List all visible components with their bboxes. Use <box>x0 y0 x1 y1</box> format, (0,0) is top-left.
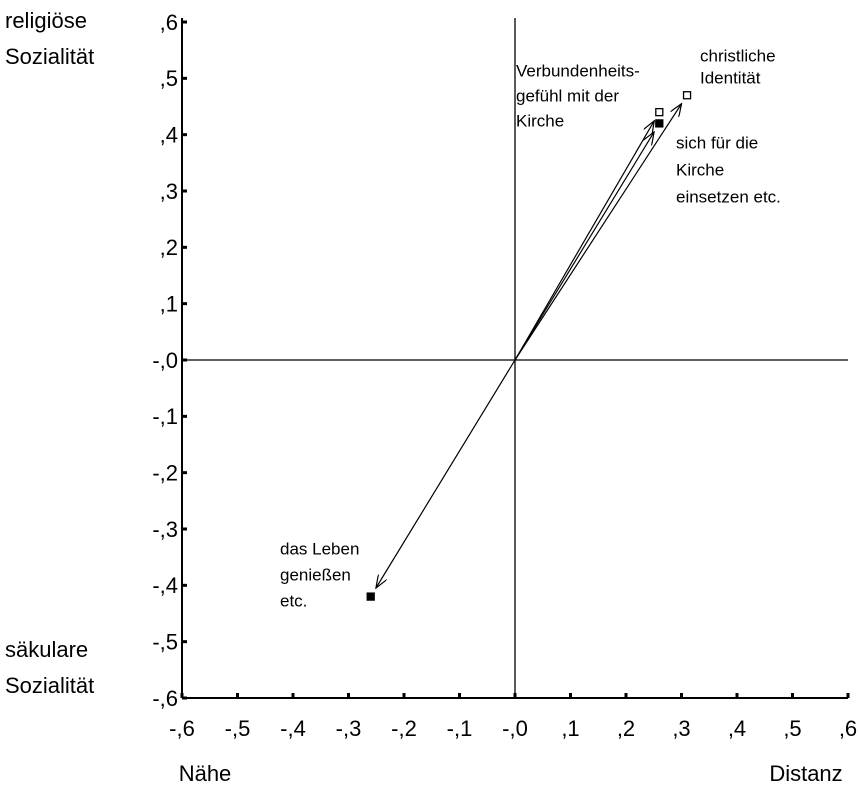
x-tick-label: -,5 <box>225 716 251 741</box>
point-marker <box>655 107 664 117</box>
point-label: genießen <box>280 565 351 584</box>
y-tick-label: ,6 <box>160 10 178 35</box>
y-axis-label-top: Sozialität <box>5 44 94 69</box>
vector-arrow <box>514 121 654 361</box>
y-tick-label: ,1 <box>160 291 178 316</box>
x-tick-label: ,3 <box>672 716 690 741</box>
point-marker <box>655 119 664 128</box>
y-tick-label: -,4 <box>152 573 178 598</box>
x-tick-label: ,4 <box>728 716 746 741</box>
point-label: Verbundenheits- <box>516 61 640 80</box>
y-tick-label: -,0 <box>152 348 178 373</box>
y-tick-label: ,5 <box>160 66 178 91</box>
y-tick-label: ,2 <box>160 235 178 260</box>
x-tick-label: ,2 <box>617 716 635 741</box>
x-tick-label: -,4 <box>280 716 306 741</box>
y-tick-label: ,4 <box>160 122 178 147</box>
y-axis-label-bottom: säkulare <box>5 637 88 662</box>
point-marker <box>366 592 375 601</box>
point-marker <box>682 91 692 100</box>
y-tick-label: -,3 <box>152 517 178 542</box>
point-label: einsetzen etc. <box>676 187 781 206</box>
vector-arrow <box>376 359 516 588</box>
vector-arrow <box>514 132 654 361</box>
x-tick-label: -,1 <box>447 716 473 741</box>
point-label: christliche <box>700 46 776 65</box>
point-label: Kirche <box>676 160 724 179</box>
point-label: das Leben <box>280 539 359 558</box>
x-tick-label: ,5 <box>783 716 801 741</box>
y-tick-label: ,3 <box>160 179 178 204</box>
x-axis-label-right: Distanz <box>769 761 842 786</box>
y-tick-label: -,1 <box>152 404 178 429</box>
x-axis-label-left: Nähe <box>179 761 232 786</box>
point-label: etc. <box>280 591 307 610</box>
x-tick-label: ,1 <box>561 716 579 741</box>
x-tick-label: -,0 <box>502 716 528 741</box>
y-tick-label: -,6 <box>152 686 178 711</box>
point-label: gefühl mit der <box>516 86 619 105</box>
point-label: Identität <box>700 68 761 87</box>
point-label: sich für die <box>676 133 758 152</box>
y-tick-label: -,2 <box>152 460 178 485</box>
y-axis-label-bottom: Sozialität <box>5 673 94 698</box>
x-tick-label: -,2 <box>391 716 417 741</box>
x-tick-label: -,6 <box>169 716 195 741</box>
y-axis-label-top: religiöse <box>5 8 87 33</box>
vector-arrow <box>514 104 682 361</box>
x-tick-label: -,3 <box>336 716 362 741</box>
y-tick-label: -,5 <box>152 629 178 654</box>
x-tick-label: ,6 <box>839 716 857 741</box>
point-label: Kirche <box>516 111 564 130</box>
